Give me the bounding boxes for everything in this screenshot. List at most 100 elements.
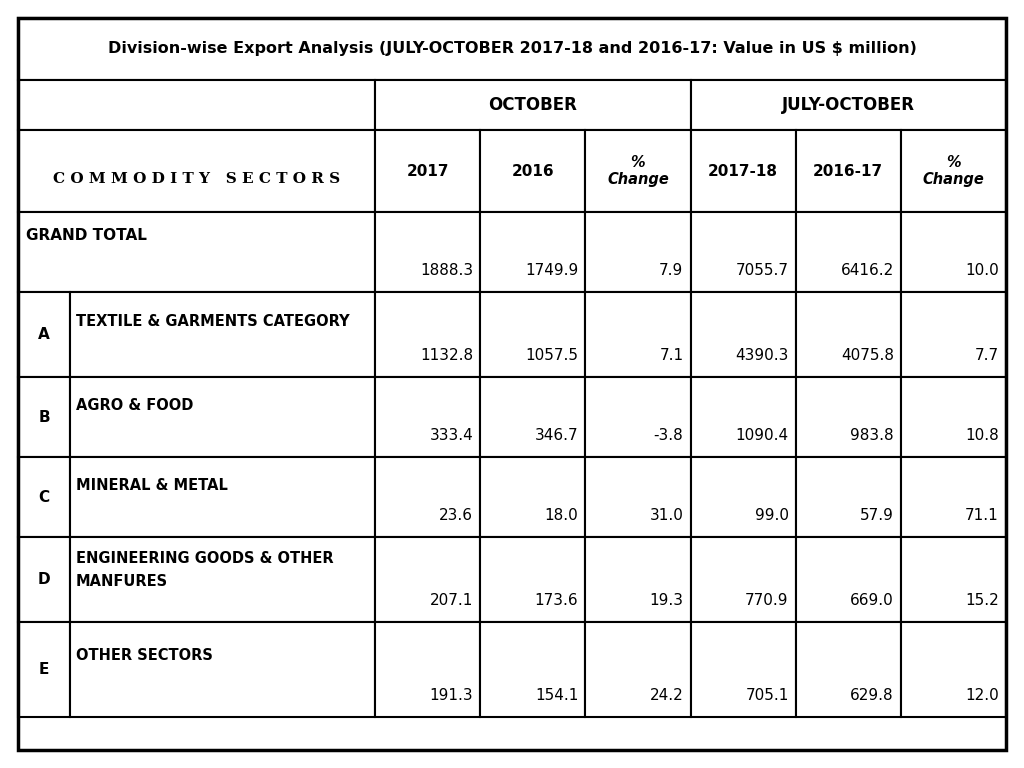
Bar xyxy=(18,212,375,292)
Bar xyxy=(690,537,796,622)
Text: 1888.3: 1888.3 xyxy=(420,263,473,278)
Text: -3.8: -3.8 xyxy=(653,428,683,443)
Bar xyxy=(375,377,480,457)
Bar xyxy=(18,377,70,457)
Bar xyxy=(901,377,1006,457)
Bar xyxy=(70,457,375,537)
Text: 669.0: 669.0 xyxy=(850,593,894,608)
Bar xyxy=(690,130,796,212)
Bar xyxy=(70,292,375,377)
Bar xyxy=(690,622,796,717)
Text: 173.6: 173.6 xyxy=(535,593,579,608)
Bar xyxy=(375,212,480,292)
Bar xyxy=(901,457,1006,537)
Text: 7.9: 7.9 xyxy=(659,263,683,278)
Bar xyxy=(480,457,586,537)
Bar xyxy=(18,457,70,537)
Bar xyxy=(480,622,586,717)
Text: 24.2: 24.2 xyxy=(650,688,683,703)
Text: 4390.3: 4390.3 xyxy=(735,348,788,363)
Text: 71.1: 71.1 xyxy=(966,508,999,523)
Bar xyxy=(480,212,586,292)
Text: MANFURES: MANFURES xyxy=(76,574,168,589)
Text: 2017: 2017 xyxy=(407,164,449,178)
Text: 705.1: 705.1 xyxy=(745,688,788,703)
Text: 983.8: 983.8 xyxy=(850,428,894,443)
Bar xyxy=(796,622,901,717)
Bar xyxy=(375,130,480,212)
Text: 346.7: 346.7 xyxy=(535,428,579,443)
Text: %
Change: % Change xyxy=(923,155,984,187)
Bar xyxy=(796,130,901,212)
Text: 12.0: 12.0 xyxy=(966,688,999,703)
Text: 207.1: 207.1 xyxy=(430,593,473,608)
Bar xyxy=(480,537,586,622)
Text: 2016: 2016 xyxy=(511,164,554,178)
Text: 191.3: 191.3 xyxy=(429,688,473,703)
Text: 4075.8: 4075.8 xyxy=(841,348,894,363)
Text: Division-wise Export Analysis (JULY-OCTOBER 2017-18 and 2016-17: Value in US $ m: Division-wise Export Analysis (JULY-OCTO… xyxy=(108,41,916,57)
Bar xyxy=(586,212,690,292)
Text: AGRO & FOOD: AGRO & FOOD xyxy=(76,398,194,412)
Text: %
Change: % Change xyxy=(607,155,669,187)
Text: 770.9: 770.9 xyxy=(745,593,788,608)
Bar xyxy=(480,292,586,377)
Text: OCTOBER: OCTOBER xyxy=(488,96,578,114)
Bar xyxy=(796,537,901,622)
Bar xyxy=(375,622,480,717)
Text: A: A xyxy=(38,327,50,342)
Text: JULY-OCTOBER: JULY-OCTOBER xyxy=(781,96,914,114)
Bar xyxy=(586,130,690,212)
Bar xyxy=(18,130,375,212)
Text: 2016-17: 2016-17 xyxy=(813,164,884,178)
Bar xyxy=(690,377,796,457)
Text: 10.0: 10.0 xyxy=(966,263,999,278)
Text: 2017-18: 2017-18 xyxy=(708,164,778,178)
Text: 7.1: 7.1 xyxy=(659,348,683,363)
Bar xyxy=(18,537,70,622)
Bar xyxy=(480,130,586,212)
Bar xyxy=(901,130,1006,212)
Bar xyxy=(690,80,1006,130)
Text: 15.2: 15.2 xyxy=(966,593,999,608)
Bar xyxy=(901,212,1006,292)
Bar xyxy=(796,292,901,377)
Text: 154.1: 154.1 xyxy=(535,688,579,703)
Bar xyxy=(690,212,796,292)
Bar xyxy=(375,80,690,130)
Text: 629.8: 629.8 xyxy=(850,688,894,703)
Bar xyxy=(901,537,1006,622)
Text: GRAND TOTAL: GRAND TOTAL xyxy=(26,229,146,243)
Text: 1057.5: 1057.5 xyxy=(525,348,579,363)
Bar xyxy=(18,292,70,377)
Bar xyxy=(796,212,901,292)
Bar xyxy=(586,377,690,457)
Bar xyxy=(18,622,70,717)
Bar xyxy=(796,457,901,537)
Bar xyxy=(796,377,901,457)
Bar xyxy=(586,622,690,717)
Bar xyxy=(586,292,690,377)
Bar xyxy=(375,457,480,537)
Bar xyxy=(586,537,690,622)
Text: B: B xyxy=(38,409,50,425)
Bar xyxy=(480,377,586,457)
Text: E: E xyxy=(39,662,49,677)
Bar xyxy=(901,622,1006,717)
Text: 1749.9: 1749.9 xyxy=(525,263,579,278)
Text: 10.8: 10.8 xyxy=(966,428,999,443)
Bar xyxy=(18,80,375,130)
Bar xyxy=(375,537,480,622)
Text: C O M M O D I T Y   S E C T O R S: C O M M O D I T Y S E C T O R S xyxy=(53,172,340,186)
Text: 7.7: 7.7 xyxy=(975,348,999,363)
Bar xyxy=(70,537,375,622)
Text: C: C xyxy=(39,489,49,505)
Text: 333.4: 333.4 xyxy=(429,428,473,443)
Bar xyxy=(690,292,796,377)
Text: 6416.2: 6416.2 xyxy=(841,263,894,278)
Text: ENGINEERING GOODS & OTHER: ENGINEERING GOODS & OTHER xyxy=(76,551,334,566)
Text: 1090.4: 1090.4 xyxy=(735,428,788,443)
Text: 1132.8: 1132.8 xyxy=(420,348,473,363)
Text: MINERAL & METAL: MINERAL & METAL xyxy=(76,478,228,492)
Text: 18.0: 18.0 xyxy=(545,508,579,523)
